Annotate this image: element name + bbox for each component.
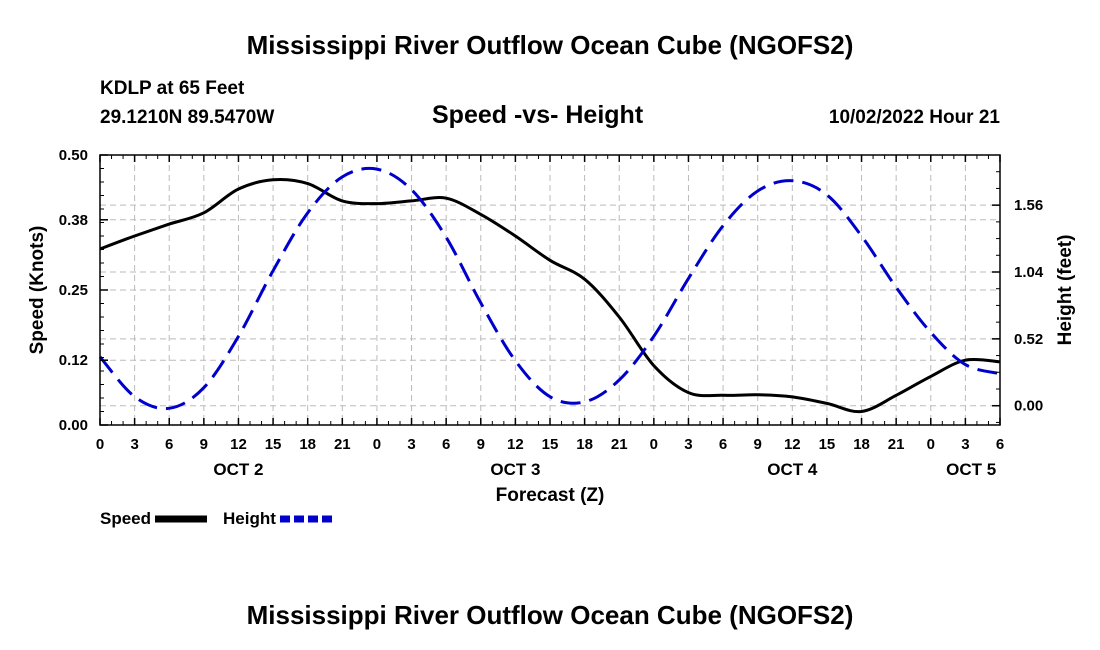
y2-tick-label: 1.04 xyxy=(1014,264,1044,281)
x-tick-label: 6 xyxy=(719,436,727,453)
x-tick-label: 21 xyxy=(888,436,905,453)
legend-height-swatch xyxy=(279,515,332,523)
y2-tick-label: 0.00 xyxy=(1014,398,1043,415)
legend: Speed Height xyxy=(100,509,334,529)
x-tick-label: 0 xyxy=(650,436,658,453)
x-tick-label: 15 xyxy=(265,436,282,453)
legend-speed-label: Speed xyxy=(100,509,152,528)
day-label: OCT 3 xyxy=(490,460,540,479)
x-tick-label: 9 xyxy=(477,436,485,453)
x-tick-label: 3 xyxy=(684,436,692,453)
station-name: KDLP at 65 Feet xyxy=(100,78,245,99)
y2-tick-label: 0.52 xyxy=(1014,331,1043,348)
y-tick-label: 0.25 xyxy=(59,282,88,299)
x-tick-label: 18 xyxy=(853,436,870,453)
legend-speed-swatch xyxy=(155,515,208,523)
y-tick-label: 0.12 xyxy=(59,352,88,369)
repeat-title: Mississippi River Outflow Ocean Cube (NG… xyxy=(246,600,854,630)
x-tick-label: 6 xyxy=(442,436,450,453)
y-tick-label: 0.38 xyxy=(59,212,88,229)
x-tick-label: 3 xyxy=(961,436,969,453)
x-tick-label: 15 xyxy=(542,436,559,453)
legend-height-label: Height xyxy=(223,509,276,528)
x-tick-label: 3 xyxy=(407,436,415,453)
speed-series-line xyxy=(99,178,1001,414)
station-coordinates: 29.1210N 89.5470W xyxy=(100,107,275,128)
day-label: OCT 4 xyxy=(767,460,818,479)
x-tick-label: 6 xyxy=(165,436,173,453)
forecast-datetime: 10/02/2022 Hour 21 xyxy=(828,107,1000,128)
day-label: OCT 5 xyxy=(946,460,996,479)
main-title: Mississippi River Outflow Ocean Cube (NG… xyxy=(246,30,854,60)
height-series-line xyxy=(98,166,1001,411)
x-tick-label: 9 xyxy=(200,436,208,453)
x-tick-label: 18 xyxy=(576,436,593,453)
y2-axis-label: Height (feet) xyxy=(1055,235,1076,346)
x-tick-label: 0 xyxy=(927,436,935,453)
x-tick-label: 21 xyxy=(334,436,351,453)
y-tick-label: 0.50 xyxy=(59,147,88,164)
y2-tick-label: 1.56 xyxy=(1014,197,1043,214)
x-tick-label: 6 xyxy=(996,436,1004,453)
x-tick-label: 12 xyxy=(784,436,801,453)
axes: 0 3 6 9 12 15 18 21 0 3 6 9 12 15 18 21 0 3 6 9 12 15 18 21 0 3 6O… xyxy=(59,147,1044,479)
x-tick-label: 0 xyxy=(373,436,381,453)
day-label: OCT 2 xyxy=(213,460,263,479)
x-axis-label: Forecast (Z) xyxy=(496,485,605,506)
y-axis-label: Speed (Knots) xyxy=(27,226,48,355)
x-tick-label: 12 xyxy=(230,436,247,453)
x-tick-label: 15 xyxy=(819,436,836,453)
grid xyxy=(99,154,1001,426)
x-tick-label: 0 xyxy=(96,436,104,453)
x-tick-label: 9 xyxy=(754,436,762,453)
x-tick-label: 12 xyxy=(507,436,524,453)
x-tick-label: 18 xyxy=(299,436,316,453)
x-tick-label: 3 xyxy=(130,436,138,453)
chart-subtitle: Speed -vs- Height xyxy=(432,101,644,129)
series-layer xyxy=(98,166,1001,414)
y-tick-label: 0.00 xyxy=(59,417,88,434)
x-tick-label: 21 xyxy=(611,436,628,453)
